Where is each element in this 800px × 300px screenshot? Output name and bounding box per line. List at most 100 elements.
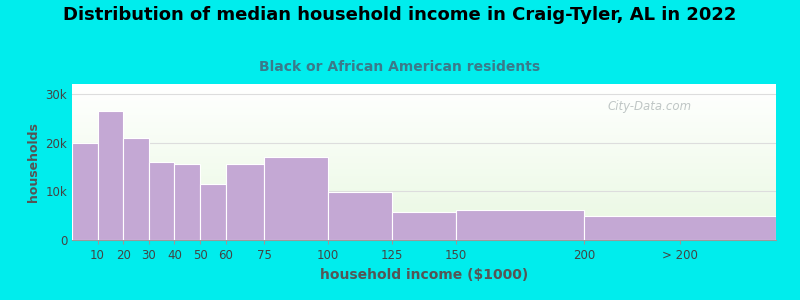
Bar xyxy=(72,178,776,179)
Bar xyxy=(72,184,776,185)
Bar xyxy=(72,205,776,206)
Bar xyxy=(72,168,776,169)
Bar xyxy=(72,171,776,172)
Bar xyxy=(72,95,776,96)
Bar xyxy=(72,107,776,108)
Bar xyxy=(72,213,776,214)
Bar xyxy=(72,216,776,217)
Bar xyxy=(72,92,776,93)
Bar xyxy=(72,101,776,102)
Bar xyxy=(72,132,776,133)
Bar xyxy=(72,174,776,175)
Bar xyxy=(72,181,776,182)
Bar xyxy=(72,237,776,238)
Bar xyxy=(72,222,776,223)
Bar xyxy=(72,118,776,119)
Bar xyxy=(72,173,776,174)
Bar xyxy=(72,225,776,226)
Bar xyxy=(72,149,776,150)
Bar xyxy=(72,148,776,149)
Bar xyxy=(72,163,776,164)
Bar xyxy=(72,146,776,147)
Bar xyxy=(72,99,776,100)
Bar xyxy=(72,143,776,144)
Bar xyxy=(72,161,776,162)
Bar xyxy=(149,162,174,240)
Bar xyxy=(72,140,776,141)
Bar xyxy=(72,187,776,188)
Bar xyxy=(72,122,776,123)
Bar xyxy=(72,206,776,207)
Bar xyxy=(72,105,776,106)
Bar xyxy=(72,119,776,120)
Bar xyxy=(72,229,776,230)
Bar xyxy=(72,176,776,177)
Bar xyxy=(72,202,776,203)
Bar xyxy=(72,136,776,137)
Bar xyxy=(72,137,776,138)
Bar xyxy=(72,231,776,232)
Bar xyxy=(72,183,776,184)
Bar xyxy=(264,157,328,240)
Bar xyxy=(72,110,776,111)
Bar xyxy=(72,207,776,208)
Bar xyxy=(174,164,200,240)
Bar xyxy=(72,85,776,86)
Bar xyxy=(72,135,776,136)
Bar xyxy=(72,204,776,205)
Bar xyxy=(328,192,392,240)
Bar xyxy=(72,189,776,190)
Bar xyxy=(72,97,776,98)
Bar xyxy=(72,192,776,193)
Bar xyxy=(72,238,776,239)
Bar xyxy=(72,93,776,94)
Bar xyxy=(72,201,776,202)
Bar xyxy=(72,172,776,173)
Bar xyxy=(72,134,776,135)
Bar xyxy=(72,228,776,229)
Bar xyxy=(72,211,776,212)
Bar xyxy=(72,153,776,154)
Bar xyxy=(72,98,776,99)
Bar xyxy=(72,117,776,118)
Bar xyxy=(72,104,776,105)
Bar xyxy=(72,123,776,124)
Bar xyxy=(72,220,776,221)
Bar xyxy=(72,234,776,235)
Bar xyxy=(72,158,776,159)
Bar xyxy=(72,210,776,211)
Bar xyxy=(72,188,776,189)
Bar xyxy=(72,162,776,163)
Bar xyxy=(72,126,776,127)
Bar xyxy=(72,199,776,200)
Bar xyxy=(72,179,776,180)
Bar xyxy=(456,210,584,240)
Bar xyxy=(72,147,776,148)
Text: Distribution of median household income in Craig-Tyler, AL in 2022: Distribution of median household income … xyxy=(63,6,737,24)
Bar xyxy=(72,182,776,183)
Bar xyxy=(72,166,776,167)
Bar xyxy=(72,150,776,151)
Bar xyxy=(72,191,776,192)
Bar xyxy=(72,214,776,215)
Bar xyxy=(98,111,123,240)
Bar xyxy=(72,114,776,115)
Bar xyxy=(72,224,776,225)
Bar xyxy=(72,208,776,209)
Bar xyxy=(72,193,776,194)
Bar xyxy=(72,121,776,122)
Y-axis label: households: households xyxy=(27,122,40,202)
Bar xyxy=(72,154,776,155)
Bar xyxy=(72,127,776,128)
Bar xyxy=(72,138,776,139)
Bar xyxy=(72,232,776,233)
Bar xyxy=(72,111,776,112)
Bar xyxy=(72,96,776,97)
Text: Black or African American residents: Black or African American residents xyxy=(259,60,541,74)
X-axis label: household income ($1000): household income ($1000) xyxy=(320,268,528,282)
Bar xyxy=(72,155,776,156)
Bar xyxy=(72,102,776,103)
Bar xyxy=(200,184,226,240)
Bar xyxy=(72,131,776,132)
Bar xyxy=(72,152,776,153)
